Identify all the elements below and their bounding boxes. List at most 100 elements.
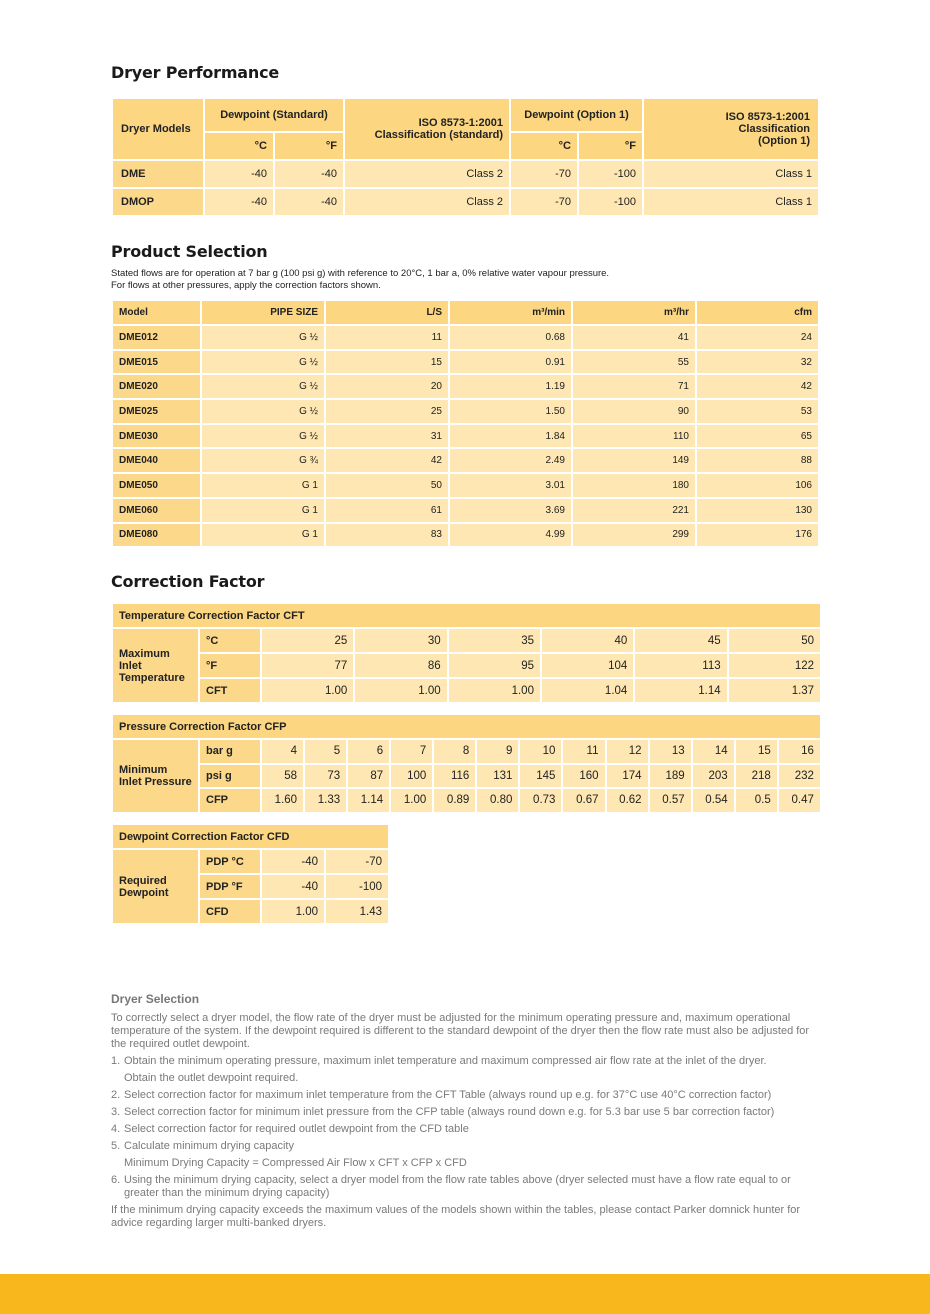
cell: -70 xyxy=(509,159,579,189)
cell: 0.80 xyxy=(475,787,521,814)
cell: 71 xyxy=(571,373,697,401)
cell: DME060 xyxy=(111,496,202,524)
cell: 1.04 xyxy=(539,677,636,704)
cell: G ¾ xyxy=(200,447,326,475)
data-row: DME040 G ¾ 42 2.49 149 88 xyxy=(111,447,820,475)
cell: 1.19 xyxy=(448,373,573,401)
cell: 122 xyxy=(726,652,823,679)
cell: G 1 xyxy=(200,472,326,499)
step: 3. Select correction factor for minimum i… xyxy=(111,1106,819,1119)
title-row: Temperature Correction Factor CFT xyxy=(110,602,823,629)
cell: 30 xyxy=(353,627,449,654)
step: 5. Calculate minimum drying capacity Minim… xyxy=(111,1140,819,1170)
cell: DME012 xyxy=(111,324,202,351)
row-label: °F xyxy=(198,652,262,679)
cell: 0.57 xyxy=(647,787,693,814)
data-row: psi g 58 73 87 100 116 131 145 160 174 189 203 218 23… xyxy=(112,762,822,789)
cell: 11 xyxy=(561,738,607,765)
step-text: Calculate minimum drying capacity Minimum… xyxy=(124,1140,467,1170)
cell: 42 xyxy=(324,447,450,475)
cell: -70 xyxy=(323,848,391,875)
cell: 90 xyxy=(571,398,697,425)
header-cell: L/S xyxy=(324,299,450,326)
cell: 1.14 xyxy=(346,787,392,814)
cell: 0.73 xyxy=(518,787,564,814)
product-table: Model PIPE SIZE L/S m³/min m³/hr cfm DME012 G ½… xyxy=(111,299,820,549)
cell: 86 xyxy=(353,652,449,679)
step-line: Calculate minimum drying capacity xyxy=(124,1140,294,1152)
correction-table: Temperature Correction Factor CFT Maximum… xyxy=(110,602,823,704)
cell: 11 xyxy=(324,324,450,351)
data-row: °F 77 86 95 104 113 122 xyxy=(112,652,823,679)
cell: G ½ xyxy=(200,422,326,450)
unit-cell: °F xyxy=(576,131,645,161)
cell: 5 xyxy=(303,738,349,765)
cell: -40 xyxy=(260,873,326,900)
header-cell: PIPE SIZE xyxy=(200,299,326,326)
cell: 232 xyxy=(776,762,822,789)
cell: 8 xyxy=(432,738,478,765)
cell: 40 xyxy=(539,627,636,654)
cell: 1.00 xyxy=(353,677,449,704)
data-row: DME012 G ½ 11 0.68 41 24 xyxy=(111,324,820,351)
cell: 3.01 xyxy=(448,472,573,499)
cell: 160 xyxy=(561,762,607,789)
step-line: Obtain the minimum operating pressure, m… xyxy=(124,1055,767,1067)
data-row: DMOP -40 -40 Class 2 -70 -100 Class 1 xyxy=(111,187,821,217)
data-row: PDP °F -40 -100 xyxy=(112,873,391,900)
step: 6. Using the minimum drying capacity, sel… xyxy=(111,1174,819,1200)
title-row: Pressure Correction Factor CFP xyxy=(111,713,822,740)
header-cell: Model xyxy=(111,299,202,326)
section-title: Product Selection xyxy=(111,242,268,261)
step-text: Using the minimum drying capacity, selec… xyxy=(124,1174,819,1200)
row-label: bar g xyxy=(198,738,262,765)
row-label: PDP °F xyxy=(198,873,262,900)
cell: 130 xyxy=(695,496,820,524)
cell: 4.99 xyxy=(448,521,573,549)
cell: 203 xyxy=(690,762,736,789)
cell: 31 xyxy=(324,422,450,450)
table-title: Pressure Correction Factor CFP xyxy=(111,713,822,740)
cell: 131 xyxy=(475,762,521,789)
cell: 110 xyxy=(571,422,697,450)
header-cell: Dryer Models xyxy=(111,97,205,161)
dryer-selection: Dryer Selection To correctly select a dr… xyxy=(111,993,819,1234)
header-row: Dryer Models Dewpoint (Standard) ISO 8573-… xyxy=(111,97,821,161)
cell: DME xyxy=(111,159,205,189)
cell: 25 xyxy=(259,627,356,654)
data-row: DME020 G ½ 20 1.19 71 42 xyxy=(111,373,820,401)
cell: 9 xyxy=(475,738,521,765)
data-row: DME030 G ½ 31 1.84 110 65 xyxy=(111,422,820,450)
cell: 180 xyxy=(571,472,697,499)
cell: 1.00 xyxy=(260,898,326,925)
cell: -100 xyxy=(576,187,645,217)
row-label: CFT xyxy=(198,677,262,704)
step-line: Select correction factor for minimum inl… xyxy=(124,1106,775,1118)
data-row: DME080 G 1 83 4.99 299 176 xyxy=(111,521,820,549)
row-label: CFP xyxy=(198,787,262,814)
cell: 50 xyxy=(324,472,450,499)
cell: 83 xyxy=(324,521,450,549)
cell: 145 xyxy=(518,762,564,789)
cell: -70 xyxy=(509,187,579,217)
cell: 16 xyxy=(776,738,822,765)
section-title: Correction Factor xyxy=(111,572,265,591)
cell: 13 xyxy=(647,738,693,765)
data-row: DME025 G ½ 25 1.50 90 53 xyxy=(111,398,820,425)
group-label: Minimum Inlet Pressure xyxy=(111,738,200,814)
cell: 1.14 xyxy=(633,677,729,704)
cell: 0.68 xyxy=(448,324,573,351)
step-line: Obtain the outlet dewpoint required. xyxy=(124,1072,299,1084)
cell: 1.84 xyxy=(448,422,573,450)
intro: To correctly select a dryer model, the f… xyxy=(111,1012,810,1050)
cell: G 1 xyxy=(200,521,326,549)
cell: Class 2 xyxy=(343,187,511,217)
row-label: CFD xyxy=(198,898,262,925)
step-line: Select correction factor for maximum inl… xyxy=(124,1089,772,1101)
step-number: 3. xyxy=(111,1106,121,1118)
correction-table: Dewpoint Correction Factor CFD Required D… xyxy=(110,823,391,925)
cell: Class 1 xyxy=(642,159,821,189)
cell: 87 xyxy=(346,762,392,789)
title-row: Dewpoint Correction Factor CFD xyxy=(110,823,391,850)
data-row: Required Dewpoint PDP °C -40 -70 xyxy=(111,848,391,925)
